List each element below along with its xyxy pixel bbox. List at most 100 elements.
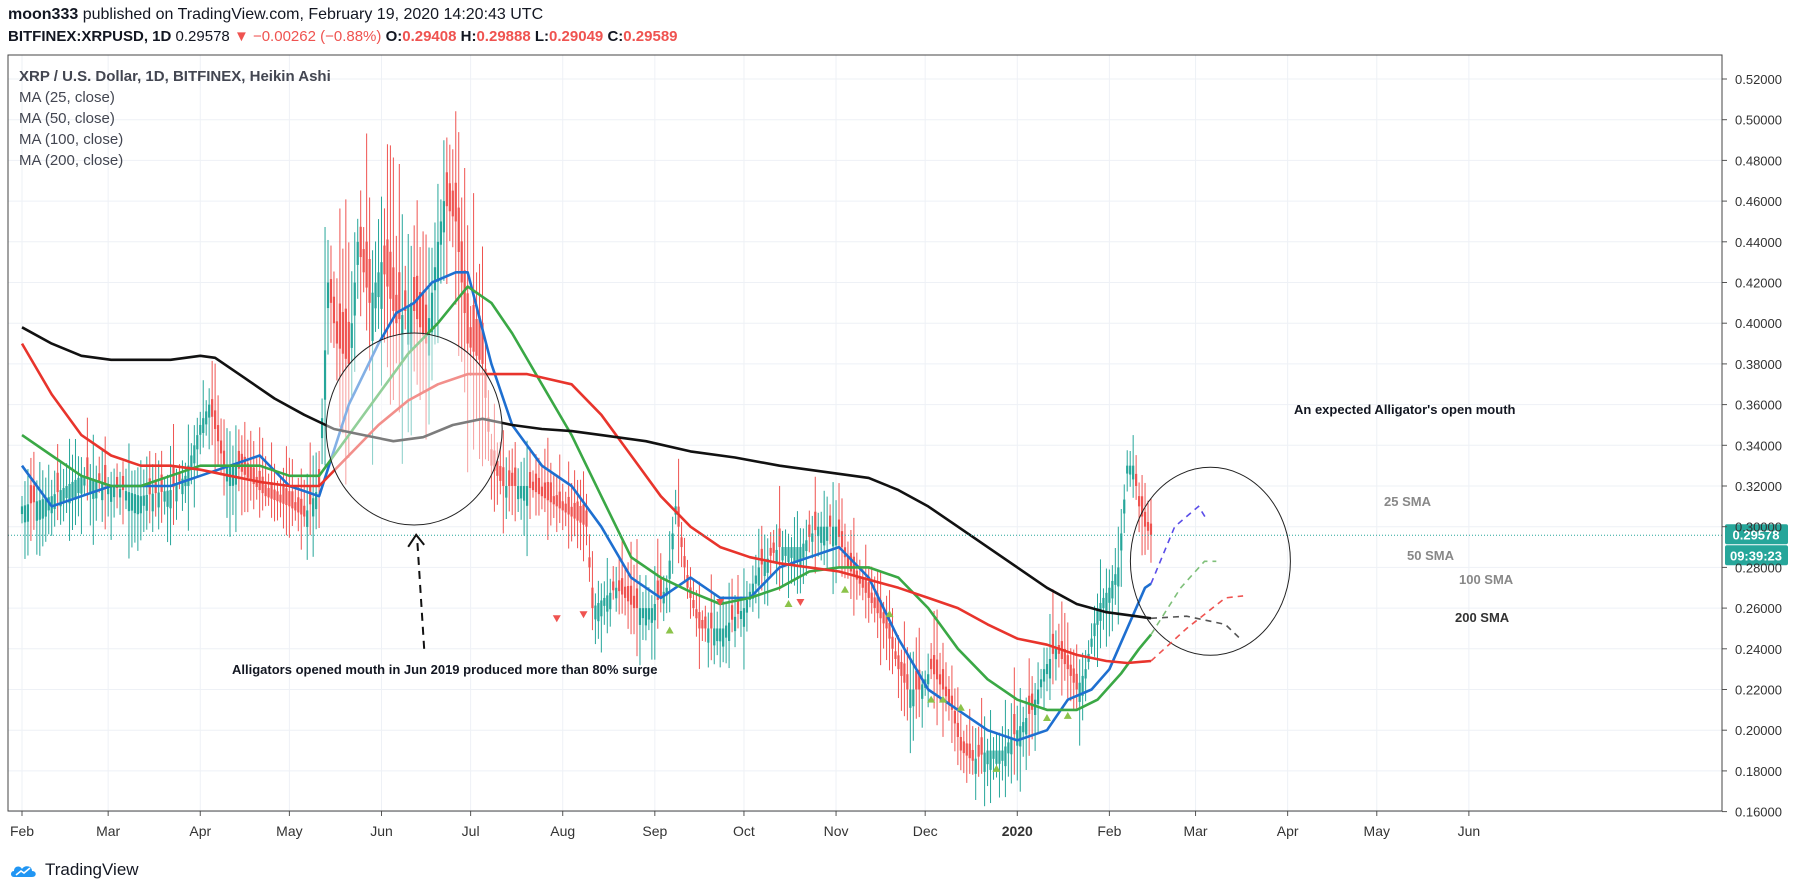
candle-body — [80, 475, 83, 494]
candle-body — [1140, 496, 1144, 517]
candle-body — [190, 455, 193, 469]
chart-legend: XRP / U.S. Dollar, 1D, BITFINEX, Heikin … — [19, 66, 331, 171]
candle-body — [537, 477, 541, 495]
candle-body — [888, 622, 891, 639]
candle-body — [796, 547, 799, 562]
y-tick-label: 0.50000 — [1735, 113, 1782, 128]
author-name[interactable]: moon333 — [8, 6, 79, 23]
candle-body — [110, 486, 113, 502]
candle-body — [986, 750, 989, 765]
candle-body — [303, 505, 306, 517]
candle-body — [211, 399, 214, 417]
x-tick-label: May — [1364, 823, 1390, 839]
candle-body — [787, 547, 790, 562]
candle-body — [695, 609, 698, 619]
buy-marker — [992, 764, 1001, 772]
candle-body — [29, 485, 33, 504]
legend-ma200[interactable]: MA (200, close) — [19, 152, 124, 169]
candle-body — [930, 658, 933, 670]
chart-grid — [8, 55, 1722, 813]
y-tick-label: 0.42000 — [1735, 276, 1782, 291]
candle-body — [894, 651, 897, 659]
candle-body — [722, 628, 725, 647]
candle-body — [294, 502, 297, 511]
countdown-badge-label: 09:39:23 — [1730, 548, 1782, 563]
tradingview-logo[interactable]: TradingView — [10, 860, 139, 880]
sell-marker — [716, 599, 725, 607]
candle-body — [588, 557, 591, 568]
candle-body — [814, 511, 817, 531]
x-tick-label: Feb — [1097, 823, 1121, 839]
candle-body — [647, 608, 650, 620]
candle-body — [267, 488, 270, 498]
legend-ma25[interactable]: MA (25, close) — [19, 89, 115, 106]
candle-body — [546, 481, 549, 501]
candle-body — [270, 482, 273, 499]
candle-body — [448, 183, 451, 212]
candle-body — [980, 737, 983, 755]
annotation-200-sma: 200 SMA — [1455, 610, 1510, 625]
logo-text: TradingView — [45, 860, 139, 879]
candle-body — [1114, 574, 1117, 585]
candle-body — [113, 487, 116, 498]
candle-body — [879, 599, 882, 619]
candle-body — [698, 612, 701, 629]
candle-body — [653, 604, 656, 621]
candle-body — [739, 611, 743, 619]
legend-ma100[interactable]: MA (100, close) — [19, 131, 124, 148]
candle-body — [1117, 567, 1120, 587]
candle-body — [903, 663, 906, 683]
candle-body — [377, 272, 380, 298]
candle-body — [187, 465, 190, 487]
tradingview-cloud-icon — [11, 866, 36, 877]
candle-body — [160, 474, 163, 492]
candle-body — [1132, 465, 1135, 480]
candle-body — [974, 758, 977, 774]
candle-body — [947, 689, 951, 704]
candle-body — [436, 241, 440, 282]
candle-body — [395, 294, 398, 324]
projection-line — [1150, 560, 1217, 636]
candle-body — [83, 476, 86, 486]
annotation-expected-alligator: An expected Alligator's open mouth — [1294, 402, 1516, 417]
price-badge-label: 0.29578 — [1733, 527, 1780, 542]
candle-body — [181, 478, 184, 495]
price-badge — [1725, 524, 1788, 545]
y-tick-label: 0.22000 — [1735, 683, 1782, 698]
candle-body — [341, 312, 344, 354]
candle-body — [139, 496, 142, 514]
legend-ma50[interactable]: MA (50, close) — [19, 110, 115, 127]
candle-body — [784, 547, 787, 556]
candle-body — [1048, 658, 1052, 679]
low-value: 0.29049 — [549, 28, 604, 45]
candle-body — [205, 411, 208, 425]
annotation-100-sma: 100 SMA — [1459, 572, 1514, 587]
candle-body — [790, 547, 793, 558]
candle-body — [362, 249, 365, 273]
legend-title[interactable]: XRP / U.S. Dollar, 1D, BITFINEX, Heikin … — [19, 68, 331, 85]
candle-body — [606, 595, 609, 612]
candle-body — [1045, 664, 1049, 675]
projection-line — [1150, 595, 1244, 662]
buy-marker — [885, 610, 894, 618]
candle-body — [1063, 648, 1066, 665]
open-label: O: — [385, 28, 403, 45]
candle-body — [517, 486, 520, 500]
candle-body — [683, 556, 686, 568]
candle-body — [956, 722, 959, 737]
candle-body — [127, 492, 131, 512]
candle-body — [20, 506, 24, 515]
candle-body — [736, 599, 740, 614]
candle-body — [968, 743, 971, 759]
candle-body — [540, 486, 544, 497]
alligator-circle-past — [325, 332, 503, 526]
candle-body — [597, 603, 600, 622]
y-tick-label: 0.26000 — [1735, 601, 1782, 616]
candle-body — [671, 533, 674, 550]
candle-body — [558, 491, 561, 509]
candle-body — [1031, 693, 1034, 710]
candle-body — [225, 465, 229, 482]
candle-body — [1013, 714, 1016, 735]
candle-body — [493, 450, 496, 471]
